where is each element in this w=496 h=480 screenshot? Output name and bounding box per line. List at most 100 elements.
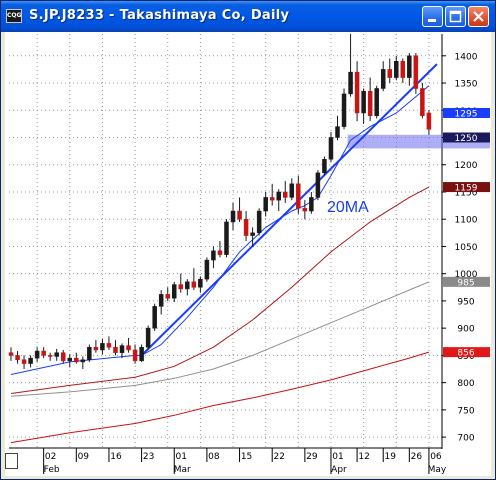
cqg-app-icon[interactable]: CQG bbox=[6, 9, 22, 23]
x-month-label: Feb bbox=[44, 465, 60, 475]
x-day-label: 01 bbox=[176, 452, 187, 462]
x-day-label: 01 bbox=[332, 452, 343, 462]
candle-body-down bbox=[400, 60, 406, 78]
candle-body-up bbox=[263, 197, 268, 212]
y-tick-label: 800 bbox=[457, 379, 474, 389]
moving-average-line bbox=[10, 186, 430, 394]
candle-body-up bbox=[28, 357, 33, 364]
candle-body-up bbox=[289, 183, 295, 198]
candle-body-up bbox=[407, 55, 412, 78]
candle-body-down bbox=[191, 281, 197, 288]
candle-body-down bbox=[47, 355, 53, 357]
price-box-label: 1250 bbox=[455, 134, 478, 144]
candle-body-up bbox=[322, 159, 327, 174]
candle-body-down bbox=[367, 90, 373, 116]
candle-body-up bbox=[34, 350, 40, 359]
candle-body-up bbox=[185, 281, 190, 290]
x-day-label: 02 bbox=[45, 452, 56, 462]
y-tick-label: 700 bbox=[457, 434, 474, 444]
candle-body-down bbox=[302, 208, 308, 212]
candle-body-down bbox=[269, 197, 275, 201]
moving-average-line bbox=[10, 281, 430, 397]
candle-body-up bbox=[67, 357, 73, 362]
candle-body-up bbox=[250, 232, 255, 236]
candle-body-up bbox=[341, 93, 347, 127]
candle-body-up bbox=[309, 197, 314, 212]
candle-body-up bbox=[54, 352, 59, 357]
price-box-label: 1295 bbox=[455, 109, 478, 119]
close-button[interactable] bbox=[468, 6, 489, 27]
candle-body-up bbox=[80, 359, 86, 363]
title-bar[interactable]: CQG S.JP.J8233 - Takashimaya Co, Daily bbox=[1, 1, 495, 32]
candle-body-up bbox=[230, 210, 236, 223]
candle-body-down bbox=[132, 349, 138, 362]
candle-body-down bbox=[178, 284, 184, 290]
maximize-button[interactable] bbox=[445, 6, 466, 27]
x-day-label: 26 bbox=[411, 452, 423, 462]
y-tick-label: 1050 bbox=[455, 243, 478, 253]
candle-body-down bbox=[74, 357, 79, 363]
price-box-label: 1159 bbox=[455, 184, 478, 194]
candle-body-down bbox=[8, 352, 14, 356]
candle-body-up bbox=[315, 172, 321, 198]
candle-body-down bbox=[387, 69, 392, 78]
y-tick-label: 1200 bbox=[455, 161, 478, 171]
x-month-label: May bbox=[428, 465, 447, 475]
candle-body-down bbox=[243, 218, 249, 236]
candle-body-up bbox=[276, 191, 281, 201]
candle-body-up bbox=[224, 221, 229, 255]
candle-body-down bbox=[113, 346, 118, 353]
annotation-20ma: 20MA bbox=[327, 199, 369, 216]
close-icon bbox=[473, 11, 484, 22]
candle-body-down bbox=[60, 352, 66, 362]
price-box bbox=[443, 347, 490, 358]
x-day-label: 08 bbox=[208, 452, 220, 462]
y-tick-label: 1350 bbox=[455, 80, 478, 90]
x-day-label: 23 bbox=[143, 452, 154, 462]
y-tick-label: 1400 bbox=[455, 52, 478, 62]
price-box bbox=[443, 182, 490, 193]
candle-body-down bbox=[15, 355, 20, 361]
y-tick-label: 1150 bbox=[455, 188, 478, 198]
candle-body-up bbox=[152, 306, 157, 329]
candle-body-up bbox=[394, 60, 399, 78]
candle-body-down bbox=[126, 345, 131, 351]
candle-body-down bbox=[283, 191, 288, 198]
x-day-label: 09 bbox=[78, 452, 90, 462]
chart-area[interactable]: 20MA140013501300125012001150110010501000… bbox=[5, 32, 491, 476]
minimize-button[interactable] bbox=[422, 6, 443, 27]
price-chart[interactable]: 20MA140013501300125012001150110010501000… bbox=[5, 32, 491, 476]
price-box-label: 985 bbox=[457, 278, 474, 288]
candle-body-down bbox=[296, 183, 301, 209]
x-day-label: 22 bbox=[273, 452, 284, 462]
candle-body-down bbox=[21, 359, 27, 364]
ma20-line bbox=[10, 85, 430, 375]
candle-body-down bbox=[354, 71, 360, 114]
candle-body-up bbox=[328, 137, 334, 160]
x-month-label: Apr bbox=[331, 465, 347, 475]
candle-body-up bbox=[335, 126, 340, 138]
candle-body-up bbox=[172, 284, 177, 299]
price-box bbox=[443, 107, 490, 118]
trend-line bbox=[140, 63, 438, 357]
candle-body-up bbox=[361, 90, 366, 114]
candle-body-up bbox=[100, 343, 105, 351]
x-month-label: Mar bbox=[174, 465, 191, 475]
candle-body-up bbox=[256, 210, 262, 234]
maximize-icon bbox=[449, 10, 462, 23]
y-tick-label: 1100 bbox=[455, 216, 478, 226]
x-day-label: 06 bbox=[430, 452, 442, 462]
x-day-label: 16 bbox=[110, 452, 122, 462]
candle-body-down bbox=[413, 55, 419, 89]
candle-body-down bbox=[237, 210, 242, 220]
minimize-icon bbox=[428, 19, 436, 22]
moving-average-line bbox=[10, 351, 430, 444]
scroll-corner-box[interactable] bbox=[5, 453, 18, 469]
candle-body-down bbox=[420, 88, 425, 116]
x-day-label: 19 bbox=[384, 452, 396, 462]
y-tick-label: 950 bbox=[457, 297, 474, 307]
candle-body-up bbox=[145, 327, 151, 348]
x-day-label: 29 bbox=[306, 452, 318, 462]
candle-body-up bbox=[198, 278, 203, 288]
y-tick-label: 750 bbox=[457, 406, 474, 416]
